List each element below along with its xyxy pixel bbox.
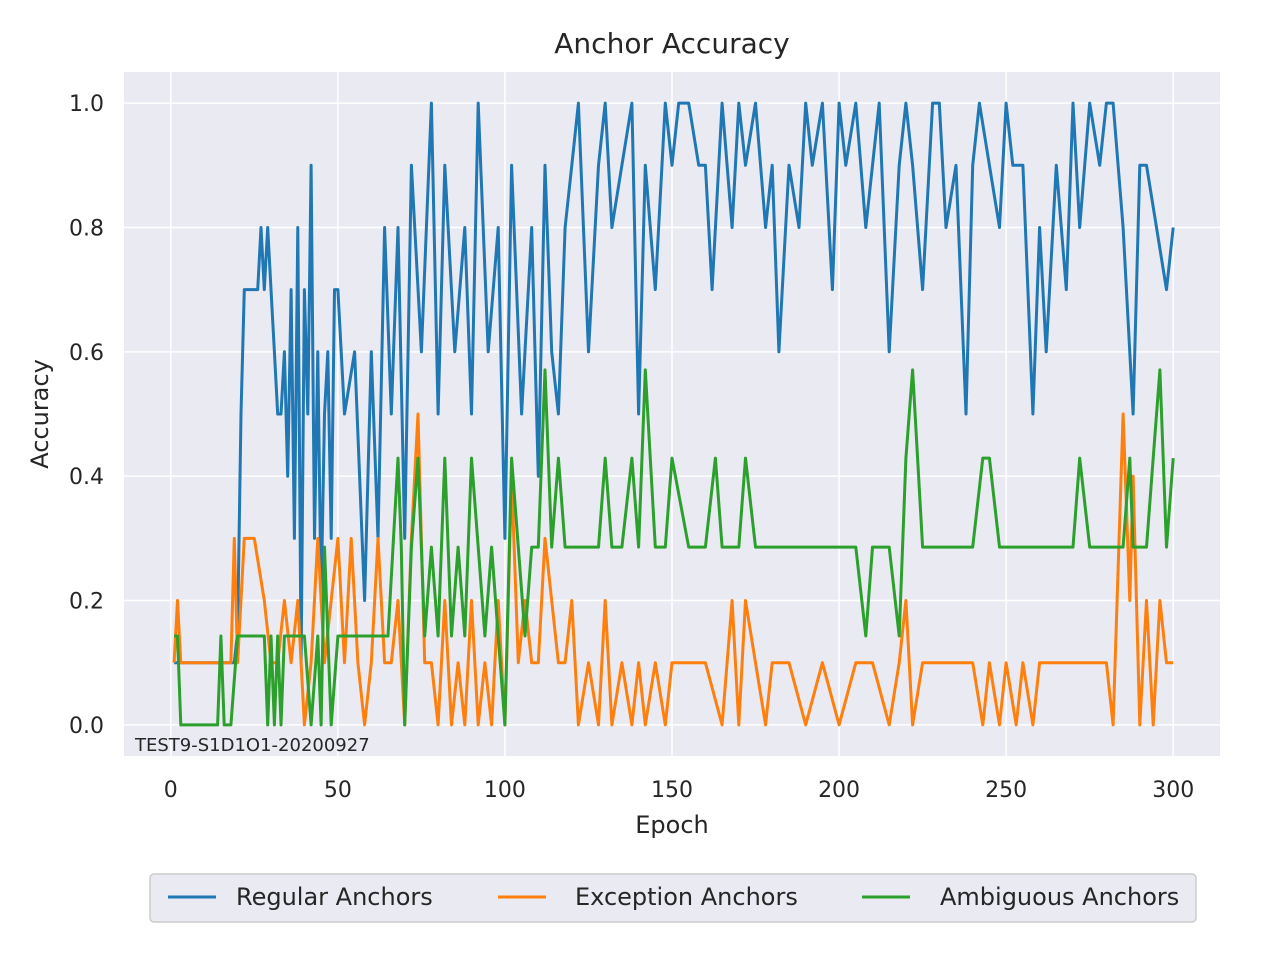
x-tick-label: 300 (1152, 778, 1194, 803)
x-tick-label: 100 (484, 778, 526, 803)
x-tick-labels: 0 50 100 150 200 250 300 (164, 778, 1194, 803)
series-line-exception-anchors (172, 412, 1174, 727)
legend-label-regular: Regular Anchors (236, 883, 433, 911)
series-line-ambiguous-anchors (174, 368, 1175, 727)
x-tick-label: 250 (985, 778, 1027, 803)
y-tick-label: 0.4 (69, 465, 104, 490)
x-tick-label: 200 (818, 778, 860, 803)
series-layer (172, 101, 1175, 727)
x-axis-label: Epoch (635, 811, 709, 839)
series-line-regular-anchors (174, 101, 1175, 665)
y-tick-label: 0.6 (69, 341, 104, 366)
chart-title: Anchor Accuracy (554, 27, 789, 60)
y-tick-labels: 0.0 0.2 0.4 0.6 0.8 1.0 (69, 92, 104, 739)
legend-label-ambiguous: Ambiguous Anchors (940, 883, 1179, 911)
y-axis-label: Accuracy (26, 359, 54, 469)
legend-label-exception: Exception Anchors (575, 883, 798, 911)
y-tick-label: 0.8 (69, 216, 104, 241)
legend: Regular Anchors Exception Anchors Ambigu… (149, 873, 1197, 923)
y-tick-label: 0.2 (69, 590, 104, 615)
run-annotation: TEST9-S1D1O1-20200927 (134, 735, 370, 756)
legend-box (149, 873, 1197, 923)
y-tick-label: 0.0 (69, 714, 104, 739)
x-tick-label: 50 (324, 778, 352, 803)
y-tick-label: 1.0 (69, 92, 104, 117)
x-tick-label: 150 (651, 778, 693, 803)
x-tick-label: 0 (164, 778, 178, 803)
